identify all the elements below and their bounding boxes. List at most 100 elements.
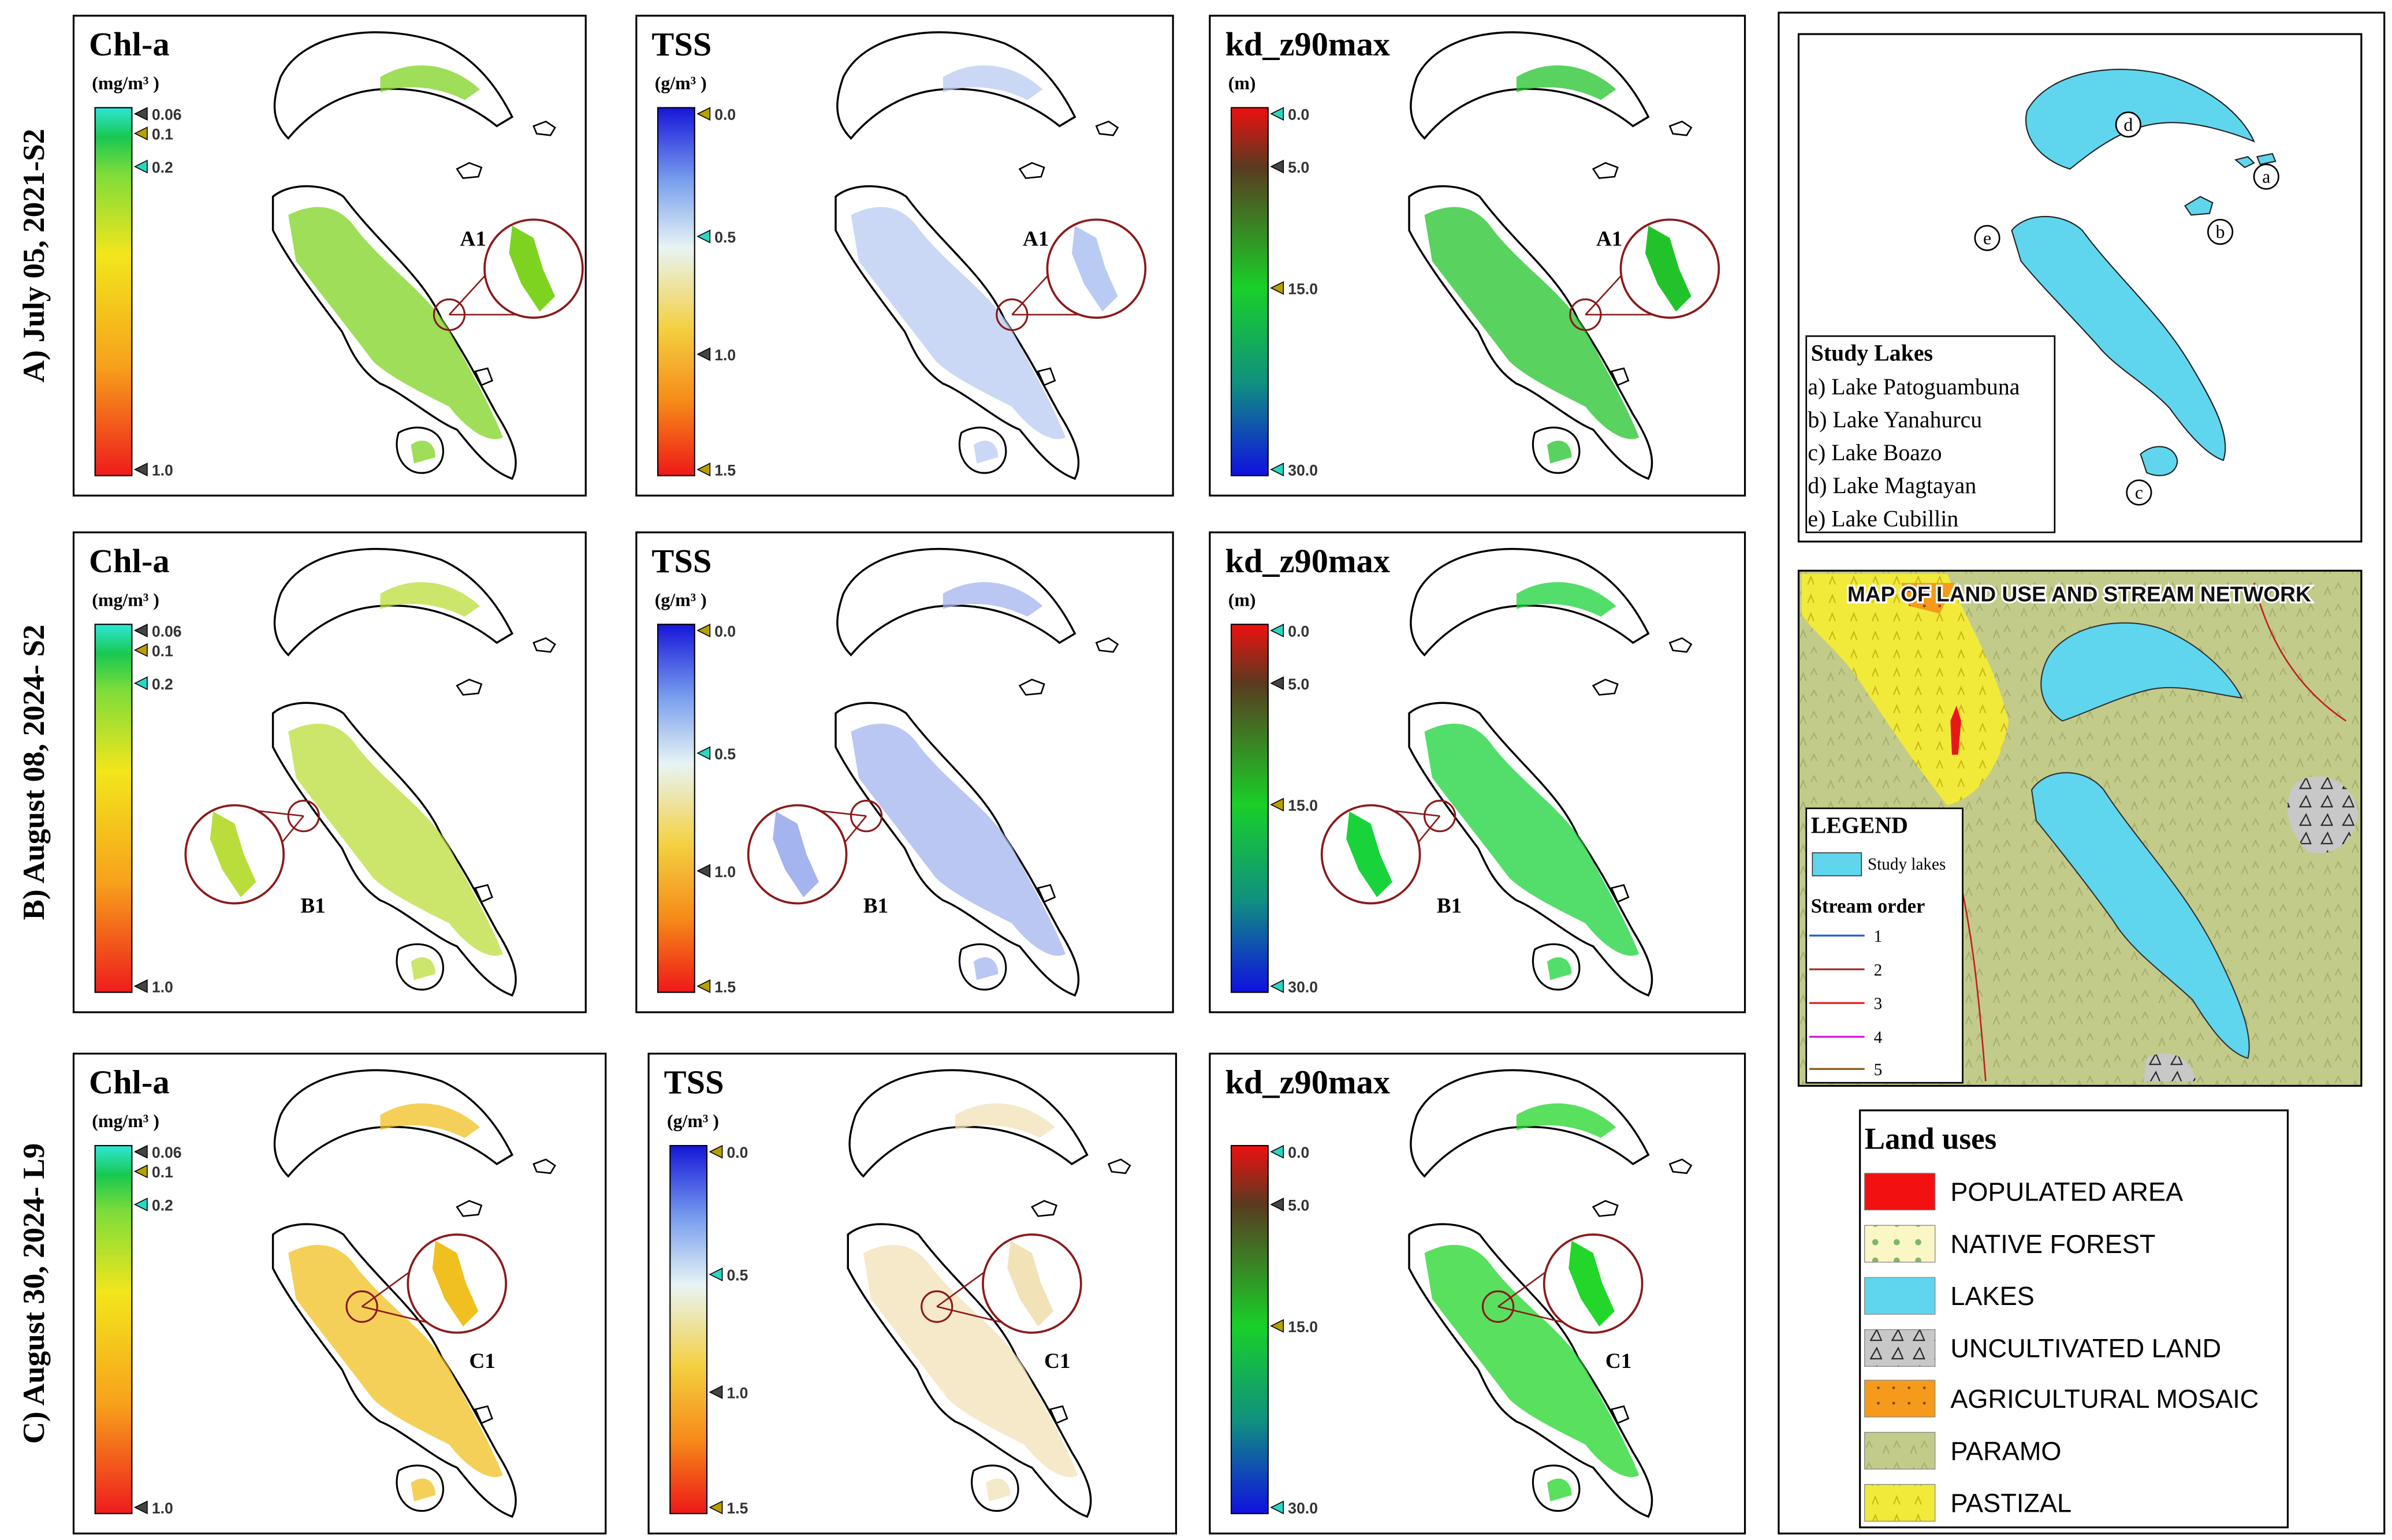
zoom-pixels [1071,225,1118,312]
tick-label: 0.0 [1288,623,1309,640]
tick-label: 0.5 [714,229,736,246]
unit-label: (g/m³ ) [655,590,707,610]
tick-marker [696,229,711,244]
zoom-source [345,1290,378,1323]
land-use-item: UNCULTIVATED LAND [1950,1333,2221,1363]
tick-marker [709,1267,723,1281]
tick-label: 30.0 [1288,1500,1318,1517]
unit-label: (mg/m³ ) [92,1111,159,1131]
row-label: C) August 30, 2024- L9 [17,1143,51,1444]
tick-marker [133,159,148,174]
tick-marker [696,107,711,121]
tick-label: 1.0 [152,462,173,479]
tick-marker [1270,107,1284,121]
side-frame [1778,12,2386,1535]
study-lake-item: d) Lake Magtayan [1808,473,1976,498]
tick-marker [1270,1500,1284,1515]
map-panel: kd_z90max 0.0 5.0 15.0 30.0 C1 [1209,1053,1746,1535]
zoom-pixels [1007,1240,1054,1327]
lake-coverage [851,582,1066,980]
panel-title: TSS [651,25,711,63]
zoom-source [996,298,1029,331]
tick-label: 0.5 [727,1267,748,1284]
tick-marker [133,1198,148,1211]
tick-marker [709,1144,723,1159]
tick-marker [133,643,148,657]
zoom-pixels [1568,1240,1615,1327]
tick-marker [133,107,148,121]
lake-marker [2207,218,2234,245]
lake-map [271,547,556,997]
lake-map [271,1069,556,1518]
tick-marker [696,979,711,993]
panel-title: TSS [651,542,711,580]
tick-marker [1270,979,1284,993]
lake-map [834,31,1119,480]
zoom-source [433,298,466,331]
stream-order-title: Stream order [1811,895,1925,917]
land-use-item: NATIVE FOREST [1950,1229,2155,1259]
zoom-source [850,800,883,833]
lake-marker [2126,479,2152,506]
tick-marker [696,864,711,878]
tick-marker [696,347,711,361]
tick-label: 1.5 [714,978,736,995]
study-lakes-text: Study Lakes a) Lake Patoguambuna b) Lake Y… [1808,341,2020,532]
unit-label: (m) [1228,73,1256,94]
zoom-source [921,1290,953,1323]
map-panel: Chl-a (mg/m³ ) 0.06 0.1 0.2 1.0 A1 [72,14,587,497]
lake-marker [1974,225,2000,251]
land-use-map [1797,569,2363,1087]
land-use-item: AGRICULTURAL MOSAIC [1950,1384,2259,1414]
panel-title: Chl-a [89,1064,170,1101]
lake-marker-label: e [1983,228,1991,248]
stream-order-label: 4 [1874,1028,1883,1047]
lake-map [847,1069,1131,1518]
study-lake-item: c) Lake Boazo [1808,440,1942,465]
colorbar [94,107,133,476]
tick-marker [1270,1319,1284,1333]
zoom-label: A1 [1596,227,1622,251]
panel-title: kd_z90max [1225,542,1390,580]
tick-label: 1.0 [152,978,173,995]
study-lakes-legend [1805,335,2056,534]
lake-coverage [1424,582,1640,980]
lake-coverage [1424,65,1640,464]
tick-label: 0.0 [714,623,736,640]
lake-marker-label: c [2135,483,2143,503]
zoom-pixels [1645,225,1691,312]
panel-title: TSS [664,1064,724,1101]
lake-coverage [288,582,503,980]
stream-order-label: 1 [1874,927,1883,946]
map-panel: Chl-a (mg/m³ ) 0.06 0.1 0.2 1.0 B1 [72,531,587,1013]
zoom-pixels [1346,811,1392,897]
tick-label: 5.0 [1288,1197,1309,1214]
zoom-pixels [432,1240,479,1327]
unit-label: (g/m³ ) [667,1111,719,1131]
tick-label: 0.0 [1288,106,1309,124]
tick-marker [133,979,148,993]
lake-coverage [863,1103,1078,1501]
tick-label: 0.0 [727,1144,748,1161]
tick-marker [133,1144,148,1159]
tick-marker [1270,797,1284,812]
tick-label: 0.06 [152,1144,182,1161]
land-use-item: POPULATED AREA [1950,1177,2184,1207]
land-uses-legend: Land uses POPULATED AREA NATIVE FOREST LAKE… [1865,1122,2259,1517]
lake-marker-label: d [2123,114,2133,135]
lake-map [1408,31,1693,480]
zoom-label: C1 [469,1349,495,1373]
land-use-map-text: MAP OF LAND USE AND STREAM NETWORK LEGEND… [1811,580,2313,1079]
zoom-label: B1 [1437,894,1462,918]
tick-marker [1270,1198,1284,1211]
tick-label: 0.2 [152,676,173,693]
tick-marker [1270,1144,1284,1159]
stream-order-label: 2 [1874,961,1883,979]
panel-title: kd_z90max [1225,25,1390,63]
tick-marker [1270,623,1284,637]
tick-marker [133,1500,148,1515]
zoom-label: B1 [300,894,325,918]
colorbar [657,107,695,476]
study-lake-item: a) Lake Patoguambuna [1808,374,2020,400]
study-lake-item: b) Lake Yanahurcu [1808,407,1982,432]
